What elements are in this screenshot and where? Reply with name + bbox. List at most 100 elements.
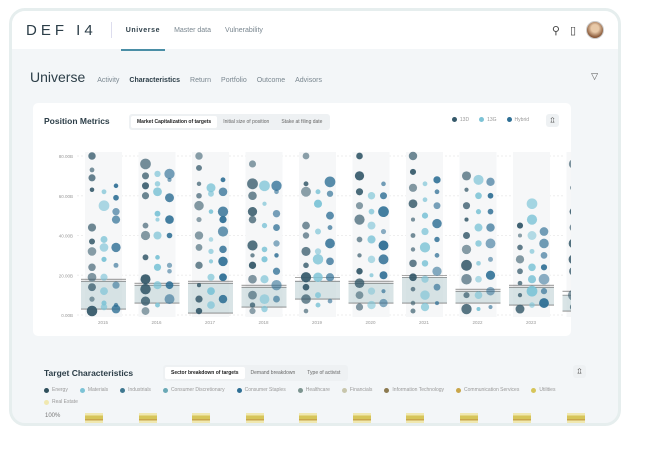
nav-master-data[interactable]: Master data xyxy=(174,26,212,34)
data-point-13d xyxy=(141,172,150,180)
tab-activity[interactable]: Activity xyxy=(97,77,120,84)
legend-item[interactable]: Utilities xyxy=(531,387,555,393)
data-point-hybrid xyxy=(217,206,229,217)
legend-13g[interactable]: 13G xyxy=(479,117,497,123)
data-point-13d xyxy=(141,192,150,200)
data-point-13d xyxy=(88,152,96,160)
data-point-13d xyxy=(461,303,472,315)
tab-type-of-activist[interactable]: Type of activist xyxy=(307,370,341,376)
data-point-13g xyxy=(155,302,160,308)
tab-advisors[interactable]: Advisors xyxy=(295,77,322,84)
data-point-13d xyxy=(88,283,96,292)
position-metrics-card: Position Metrics Market Capitalization o… xyxy=(33,103,571,336)
data-point-13d xyxy=(89,296,95,302)
data-point-13d xyxy=(140,296,151,306)
data-point-13d xyxy=(247,207,258,217)
bookmark-icon[interactable]: ▯ xyxy=(569,24,576,37)
data-point-hybrid xyxy=(380,228,387,235)
data-point-hybrid xyxy=(540,264,548,271)
data-point-13d xyxy=(142,254,149,261)
x-tick-label: 2018 xyxy=(258,320,269,325)
target-characteristics-title: Target Characteristics xyxy=(44,368,134,378)
data-point-13g xyxy=(367,221,376,230)
legend-item[interactable]: Real Estate xyxy=(44,399,78,405)
export-button-2[interactable]: ⇫ xyxy=(573,365,586,378)
sector-legend: Energy Materials Industrials Consumer Discr… xyxy=(44,387,584,405)
legend-item[interactable]: Information Technology xyxy=(384,387,444,393)
tab-characteristics[interactable]: Characteristics xyxy=(129,77,181,84)
data-point-13d xyxy=(568,239,571,248)
data-point-13d xyxy=(247,178,258,190)
data-point-13d xyxy=(357,253,362,258)
legend-item[interactable]: Consumer Staples xyxy=(236,387,286,393)
data-point-13g xyxy=(475,192,482,200)
data-point-13d xyxy=(517,233,523,238)
avatar[interactable] xyxy=(586,21,604,39)
data-point-hybrid xyxy=(271,280,282,291)
stacked-bar xyxy=(566,413,585,423)
nav-universe[interactable]: Universe xyxy=(120,26,166,51)
data-point-hybrid xyxy=(165,193,174,203)
data-point-13g xyxy=(153,263,162,271)
data-point-13g xyxy=(208,248,214,255)
data-point-hybrid xyxy=(113,194,119,201)
tab-demand-breakdown[interactable]: Demand breakdown xyxy=(250,370,296,376)
tab-initial-size[interactable]: Initial size of position xyxy=(223,119,270,125)
legend-item[interactable]: Communication Services xyxy=(456,387,519,393)
data-point-13d xyxy=(301,246,311,256)
data-point-13g xyxy=(207,287,215,296)
data-point-13g xyxy=(526,285,538,297)
data-point-hybrid xyxy=(219,245,227,254)
data-point-13d xyxy=(463,292,470,299)
y-tick-label: 60.00B xyxy=(59,194,73,199)
tab-market-cap[interactable]: Market Capitalization of targets xyxy=(131,116,218,128)
data-point-13d xyxy=(249,307,256,315)
data-point-hybrid xyxy=(540,252,548,259)
data-point-13g xyxy=(368,208,375,215)
legend-item[interactable]: Materials xyxy=(79,387,108,393)
data-point-13d xyxy=(89,187,95,193)
data-point-hybrid xyxy=(434,189,440,195)
data-point-13g xyxy=(474,291,483,299)
data-point-13g xyxy=(421,260,429,267)
data-point-13d xyxy=(87,272,97,282)
data-point-13d xyxy=(303,181,309,187)
tab-sector-breakdown[interactable]: Sector breakdown of targets xyxy=(165,367,245,379)
data-point-hybrid xyxy=(111,242,121,253)
data-point-hybrid xyxy=(217,226,229,237)
legend-item[interactable]: Energy xyxy=(44,387,68,393)
legend-13d[interactable]: 13D xyxy=(451,117,469,123)
data-point-13d xyxy=(140,283,151,295)
data-point-hybrid xyxy=(219,215,227,224)
data-point-hybrid xyxy=(378,240,389,251)
y-tick-label: 20.00B xyxy=(59,273,73,278)
data-point-hybrid xyxy=(219,273,227,282)
nav-vulnerability[interactable]: Vulnerability xyxy=(225,26,263,34)
data-point-hybrid xyxy=(324,176,336,188)
data-point-13d xyxy=(408,199,418,209)
search-icon[interactable]: ⚲ xyxy=(551,24,560,37)
legend-item[interactable]: Financials xyxy=(341,387,372,393)
data-point-13g xyxy=(155,255,160,260)
legend-item[interactable]: Industrials xyxy=(120,387,151,393)
data-point-13d xyxy=(247,240,258,251)
legend-hybrid[interactable]: Hybrid xyxy=(506,117,529,123)
data-point-13d xyxy=(461,171,472,181)
legend-item[interactable]: Consumer Discretionary xyxy=(162,387,225,393)
data-point-13d xyxy=(462,231,471,240)
tab-outcome[interactable]: Outcome xyxy=(256,77,286,84)
data-point-hybrid xyxy=(538,273,550,285)
tab-portfolio[interactable]: Portfolio xyxy=(221,77,247,84)
data-point-13d xyxy=(196,164,202,171)
tab-return[interactable]: Return xyxy=(190,77,212,84)
data-point-13d xyxy=(410,217,416,222)
filter-icon[interactable]: ▽ xyxy=(591,71,598,81)
data-point-hybrid xyxy=(485,270,496,280)
tab-stake[interactable]: Stake at filing date xyxy=(281,119,323,125)
legend-dot xyxy=(44,387,49,393)
legend-item[interactable]: Healthcare xyxy=(297,387,330,393)
data-point-13d xyxy=(248,274,257,284)
data-point-13d xyxy=(410,286,416,292)
export-button[interactable]: ⇫ xyxy=(546,114,559,127)
data-point-13d xyxy=(568,290,571,300)
